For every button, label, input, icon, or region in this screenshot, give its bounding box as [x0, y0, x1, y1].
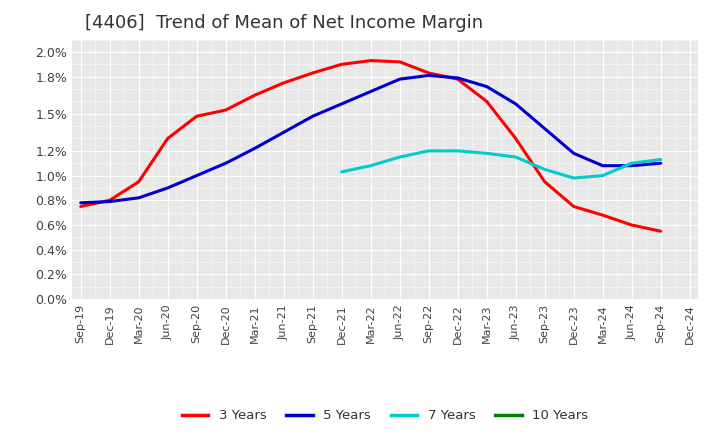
3 Years — [482, 99, 491, 104]
3 Years — [395, 59, 404, 65]
3 Years — [279, 80, 288, 85]
3 Years — [366, 58, 375, 63]
3 Years — [627, 222, 636, 227]
5 Years — [105, 199, 114, 204]
7 Years — [598, 173, 607, 178]
5 Years — [251, 146, 259, 151]
3 Years — [192, 114, 201, 119]
5 Years — [76, 200, 85, 205]
5 Years — [163, 185, 172, 191]
7 Years — [482, 150, 491, 156]
5 Years — [657, 161, 665, 166]
5 Years — [221, 161, 230, 166]
5 Years — [338, 101, 346, 106]
5 Years — [598, 163, 607, 169]
Text: [4406]  Trend of Mean of Net Income Margin: [4406] Trend of Mean of Net Income Margi… — [84, 15, 482, 33]
5 Years — [192, 173, 201, 178]
7 Years — [366, 163, 375, 169]
5 Years — [279, 130, 288, 135]
3 Years — [541, 179, 549, 184]
3 Years — [251, 92, 259, 98]
5 Years — [395, 77, 404, 82]
7 Years — [541, 167, 549, 172]
Line: 3 Years: 3 Years — [81, 61, 661, 231]
7 Years — [454, 148, 462, 154]
5 Years — [366, 89, 375, 94]
3 Years — [105, 198, 114, 203]
7 Years — [570, 176, 578, 181]
3 Years — [338, 62, 346, 67]
5 Years — [424, 73, 433, 78]
Line: 7 Years: 7 Years — [342, 151, 661, 178]
3 Years — [308, 70, 317, 76]
3 Years — [511, 136, 520, 141]
5 Years — [308, 114, 317, 119]
Line: 5 Years: 5 Years — [81, 75, 661, 203]
3 Years — [135, 179, 143, 184]
3 Years — [221, 107, 230, 113]
7 Years — [511, 154, 520, 160]
3 Years — [598, 213, 607, 218]
7 Years — [424, 148, 433, 154]
7 Years — [627, 161, 636, 166]
7 Years — [395, 154, 404, 160]
3 Years — [454, 77, 462, 82]
3 Years — [570, 204, 578, 209]
5 Years — [570, 150, 578, 156]
5 Years — [511, 101, 520, 106]
5 Years — [627, 163, 636, 169]
7 Years — [657, 157, 665, 162]
3 Years — [424, 70, 433, 76]
3 Years — [76, 204, 85, 209]
5 Years — [482, 84, 491, 89]
3 Years — [163, 136, 172, 141]
5 Years — [541, 126, 549, 131]
Legend: 3 Years, 5 Years, 7 Years, 10 Years: 3 Years, 5 Years, 7 Years, 10 Years — [176, 404, 594, 428]
5 Years — [454, 75, 462, 81]
7 Years — [338, 169, 346, 175]
5 Years — [135, 195, 143, 201]
3 Years — [657, 228, 665, 234]
